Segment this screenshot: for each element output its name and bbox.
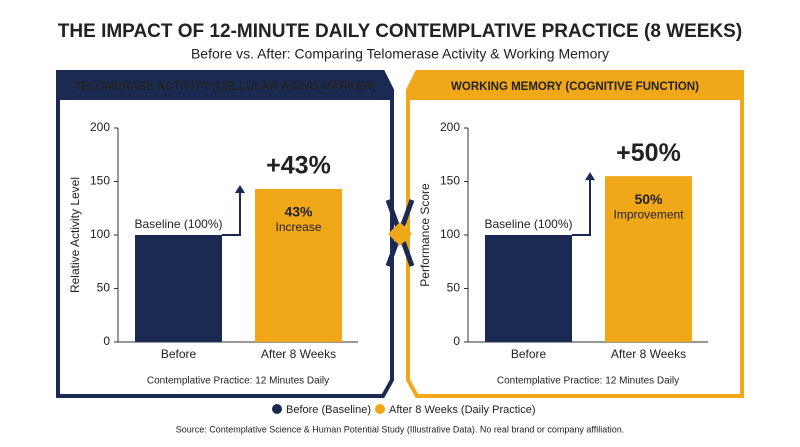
after-label: 50% <box>634 191 663 207</box>
page-subtitle: Before vs. After: Comparing Telomerase A… <box>191 46 609 62</box>
arrow-head <box>585 172 595 181</box>
panel-footnote: Contemplative Practice: 12 Minutes Daily <box>147 376 329 387</box>
x-tick-label: Before <box>161 347 197 361</box>
y-tick-label: 100 <box>440 227 460 241</box>
panel-title: WORKING MEMORY (COGNITIVE FUNCTION) <box>451 81 699 93</box>
baseline-label: Baseline (100%) <box>134 217 222 231</box>
bar <box>605 176 692 342</box>
center-diamond <box>388 222 412 246</box>
legend-swatch <box>272 404 282 414</box>
y-tick-label: 50 <box>97 281 111 295</box>
bar <box>485 235 572 342</box>
right-header <box>408 72 742 100</box>
arrow <box>572 178 591 236</box>
after-label: 43% <box>284 204 313 220</box>
arrow-head <box>235 184 245 193</box>
left-header <box>58 72 392 100</box>
legend-swatch <box>375 404 385 414</box>
y-axis-label: Performance Score <box>418 183 432 287</box>
x-tick-label: After 8 Weeks <box>261 347 336 361</box>
y-tick-label: 50 <box>447 281 461 295</box>
y-tick-label: 100 <box>90 227 110 241</box>
legend-label: After 8 Weeks (Daily Practice) <box>389 404 536 416</box>
arrow <box>222 190 241 236</box>
y-axis-label: Relative Activity Level <box>68 177 82 293</box>
baseline-label: Baseline (100%) <box>484 217 572 231</box>
x-tick-label: Before <box>511 347 547 361</box>
legend-label: Before (Baseline) <box>286 404 371 416</box>
panel-footnote: Contemplative Practice: 12 Minutes Daily <box>497 376 679 387</box>
bar <box>255 188 342 342</box>
after-note: Increase <box>275 220 321 234</box>
y-tick-label: 150 <box>90 174 110 188</box>
panel-title: TELOMERASE ACTIVITY (CELLULAR AGING MARK… <box>74 81 376 93</box>
page-title: THE IMPACT OF 12-MINUTE DAILY CONTEMPLAT… <box>58 21 742 42</box>
y-tick-label: 150 <box>440 174 460 188</box>
change-label: +43% <box>266 152 331 180</box>
source: Source: Contemplative Science & Human Po… <box>176 424 625 434</box>
y-tick-label: 0 <box>103 334 110 348</box>
bar <box>135 235 222 342</box>
change-label: +50% <box>616 139 681 167</box>
y-tick-label: 0 <box>453 334 460 348</box>
x-tick-label: After 8 Weeks <box>611 347 686 361</box>
y-tick-label: 200 <box>440 120 460 134</box>
y-tick-label: 200 <box>90 120 110 134</box>
after-note: Improvement <box>613 207 684 221</box>
